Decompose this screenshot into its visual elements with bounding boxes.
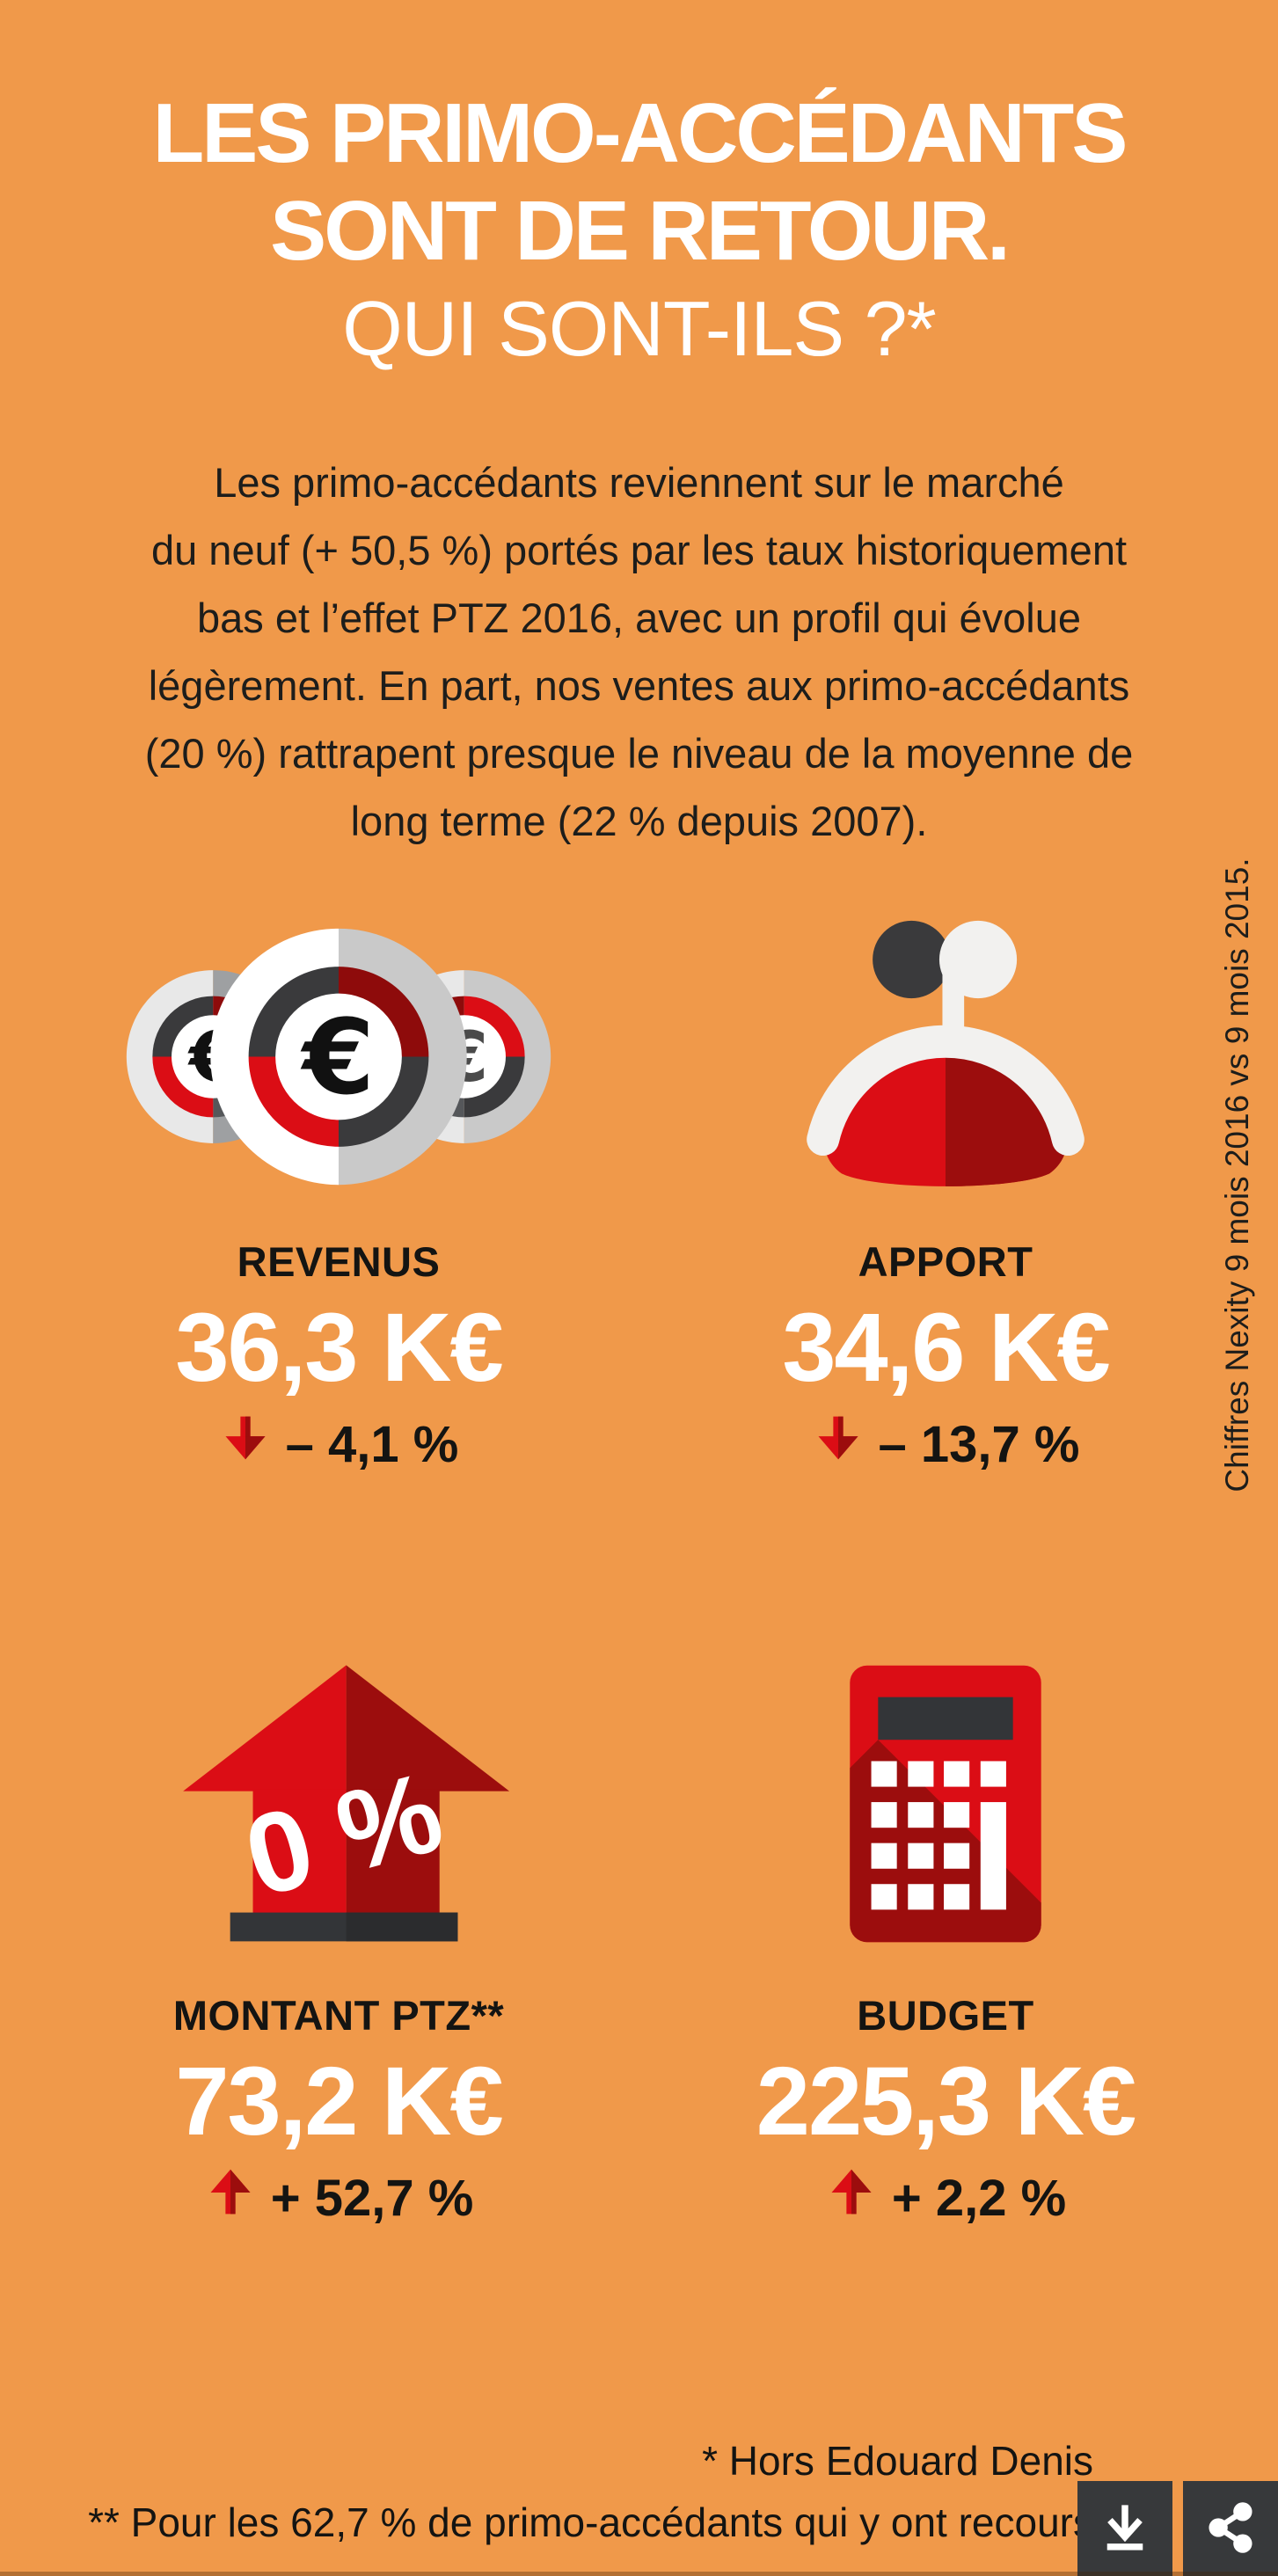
stat-change: – 4,1 %	[219, 1410, 459, 1478]
house-zero-rate-icon: 0 %	[141, 1641, 537, 1949]
arrow-down-icon	[219, 1410, 272, 1478]
stat-label: MONTANT PTZ**	[172, 1992, 505, 2040]
stat-label: APPORT	[858, 1237, 1033, 1285]
stat-change: + 2,2 %	[825, 2164, 1066, 2233]
intro-line: (20 %) rattrapent presque le niveau de l…	[144, 729, 1134, 777]
euro-coins-icon: € €	[101, 901, 576, 1195]
share-button[interactable]	[1183, 2481, 1278, 2576]
intro-paragraph: Les primo-accédants reviennent sur le ma…	[0, 449, 1278, 855]
footnote-2: ** Pour les 62,7 % de primo-accédants qu…	[88, 2499, 1093, 2545]
stat-budget: BUDGET 225,3 K€ + 2,2 %	[642, 1641, 1249, 2233]
header: LES PRIMO-ACCÉDANTS SONT DE RETOUR. QUI …	[0, 0, 1278, 373]
stat-value: 36,3 K€	[175, 1293, 503, 1402]
source-note: Chiffres Nexity 9 mois 2016 vs 9 mois 20…	[1219, 857, 1255, 1492]
stat-label: REVENUS	[237, 1237, 441, 1285]
download-button[interactable]	[1077, 2481, 1172, 2576]
download-icon	[1097, 2499, 1153, 2558]
stat-change-text: – 4,1 %	[285, 1415, 459, 1473]
calculator-icon	[840, 1641, 1051, 1949]
stat-montant-ptz: 0 % MONTANT PTZ** 73,2 K€ + 52,7 %	[35, 1641, 642, 2233]
stat-value: 225,3 K€	[756, 2047, 1136, 2156]
stat-apport: APPORT 34,6 K€ – 13,7 %	[642, 901, 1249, 1479]
coin-purse-icon	[761, 901, 1130, 1195]
stat-value: 73,2 K€	[175, 2047, 503, 2156]
stat-change-text: – 13,7 %	[878, 1415, 1080, 1473]
arrow-up-icon	[825, 2164, 878, 2233]
stats-row-2: 0 % MONTANT PTZ** 73,2 K€ + 52,7 %	[35, 1641, 1249, 2233]
intro-line: long terme (22 % depuis 2007).	[350, 797, 928, 844]
stat-change: + 52,7 %	[204, 2164, 474, 2233]
intro-line: Les primo-accédants reviennent sur le ma…	[214, 458, 1064, 506]
action-buttons	[1077, 2481, 1278, 2576]
arrow-down-icon	[812, 1410, 865, 1478]
arrow-up-icon	[204, 2164, 257, 2233]
footnotes: * Hors Edouard Denis ** Pour les 62,7 % …	[88, 2430, 1093, 2553]
stat-value: 34,6 K€	[782, 1293, 1110, 1402]
share-icon	[1202, 2499, 1259, 2558]
stat-change-text: + 52,7 %	[270, 2170, 474, 2228]
stats-row-1: € €	[35, 901, 1249, 1479]
bottom-edge-strip	[0, 2572, 1278, 2576]
stat-change: – 13,7 %	[812, 1410, 1080, 1478]
page-subtitle: QUI SONT-ILS ?*	[342, 284, 937, 372]
svg-text:€: €	[300, 996, 375, 1118]
intro-line: légèrement. En part, nos ventes aux prim…	[148, 661, 1130, 709]
stat-revenus: € €	[35, 901, 642, 1479]
intro-line: bas et l’effet PTZ 2016, avec un profil …	[196, 594, 1081, 641]
stat-change-text: + 2,2 %	[891, 2170, 1067, 2228]
stat-label: BUDGET	[857, 1992, 1034, 2040]
intro-line: du neuf (+ 50,5 %) portés par les taux h…	[150, 526, 1128, 573]
page-title-line2: SONT DE RETOUR.	[270, 184, 1011, 279]
page-title-line1: LES PRIMO-ACCÉDANTS	[152, 86, 1128, 180]
footnote-1: * Hors Edouard Denis	[702, 2438, 1093, 2484]
